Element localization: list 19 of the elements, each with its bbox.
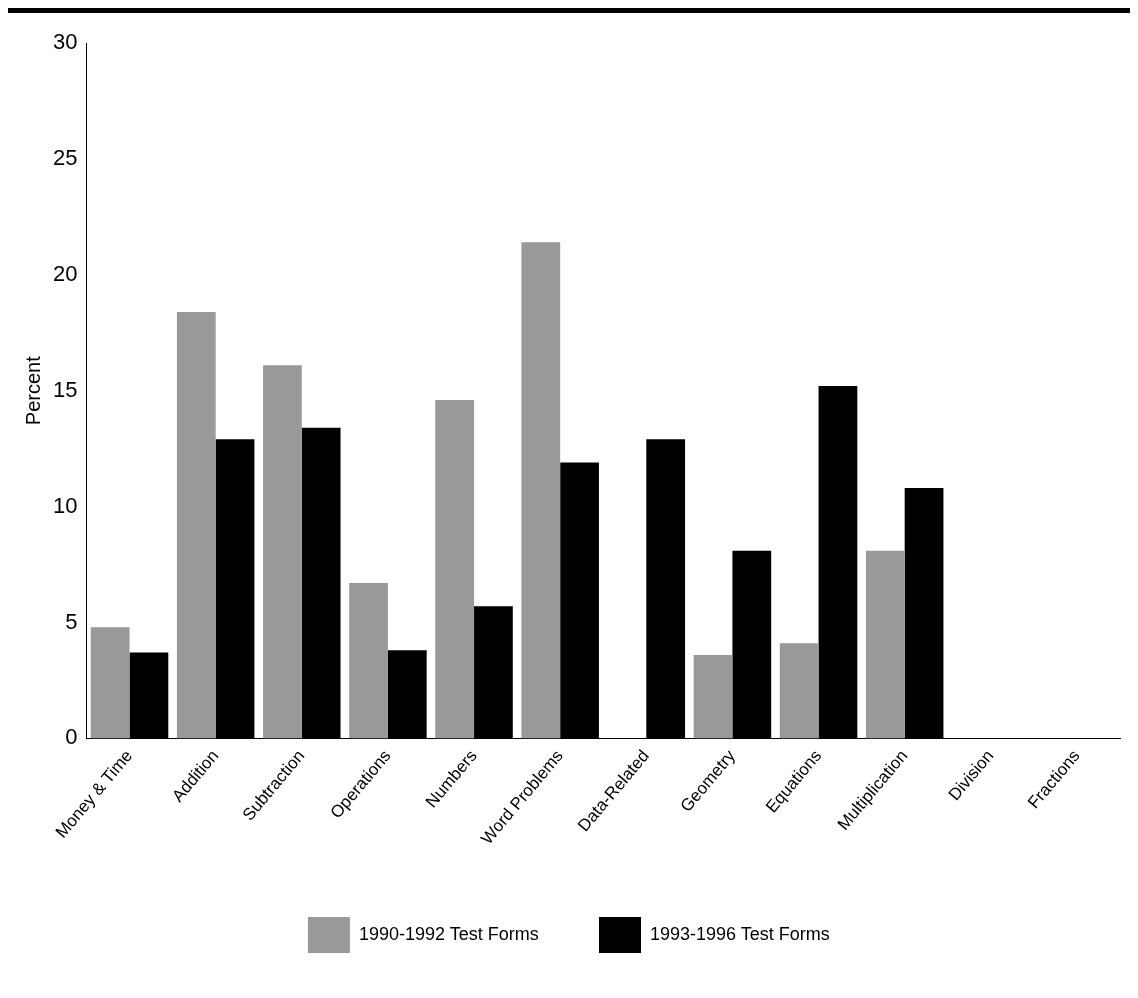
y-axis-title: Percent	[21, 355, 44, 426]
bar	[693, 654, 733, 739]
bar	[521, 242, 561, 739]
y-tick-label: 25	[52, 144, 78, 170]
y-tick-label: 5	[65, 608, 78, 634]
bar	[90, 627, 130, 739]
bar	[263, 365, 302, 739]
legend-label: 1993-1996 Test Forms	[650, 923, 830, 944]
y-tick-label: 0	[65, 724, 78, 750]
y-tick-label: 20	[52, 260, 78, 286]
y-tick-label: 30	[52, 29, 78, 55]
bar	[865, 550, 905, 739]
y-tick-label: 15	[52, 376, 78, 402]
y-tick-label: 10	[52, 492, 78, 518]
bar	[176, 311, 216, 739]
bar	[435, 399, 475, 739]
bar	[349, 583, 388, 739]
legend-label: 1990-1992 Test Forms	[358, 923, 539, 944]
bar	[779, 643, 819, 739]
